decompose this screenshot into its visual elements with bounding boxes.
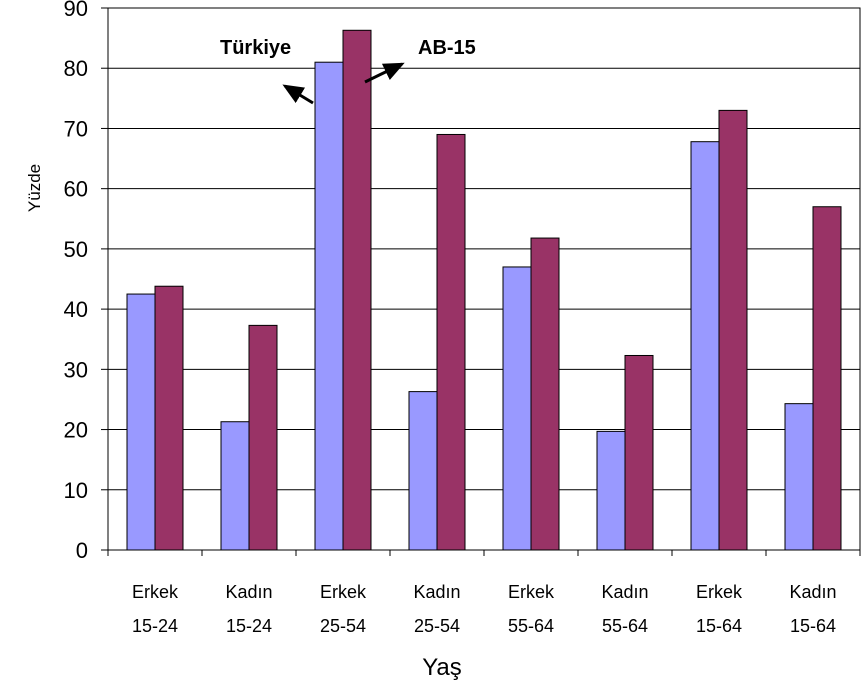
arrow-turkiye — [282, 84, 314, 105]
bars — [126, 29, 842, 551]
y-axis-title: Yüzde — [25, 164, 44, 212]
bar-turkiye — [408, 391, 438, 551]
bar-ab15 — [812, 206, 842, 551]
bar-ab15 — [436, 133, 466, 551]
y-tick-label: 50 — [64, 237, 88, 262]
x-tick-label-line1: Kadın — [225, 582, 272, 602]
x-tick-label-line2: 55-64 — [508, 616, 554, 636]
bar-ab15 — [154, 285, 184, 551]
bar-ab15 — [342, 29, 372, 551]
series-label-ab15: AB-15 — [418, 37, 476, 59]
bar-ab15 — [530, 237, 560, 551]
x-tick-label-line2: 25-54 — [414, 616, 460, 636]
bar-ab15 — [718, 109, 748, 551]
bar-turkiye — [502, 266, 532, 551]
bar-ab15 — [248, 324, 278, 551]
bar-ab15 — [624, 354, 654, 551]
bar-turkiye — [314, 61, 344, 551]
y-tick-label: 80 — [64, 56, 88, 81]
x-tick-label-line2: 15-64 — [696, 616, 742, 636]
x-tick-label-line1: Erkek — [320, 582, 367, 602]
x-tick-label-line2: 15-24 — [226, 616, 272, 636]
y-tick-label: 10 — [64, 478, 88, 503]
x-tick-label-line1: Erkek — [696, 582, 743, 602]
y-tick-label: 30 — [64, 357, 88, 382]
x-axis-title: Yaş — [422, 654, 462, 681]
y-tick-label: 0 — [76, 538, 88, 563]
y-tick-label: 70 — [64, 116, 88, 141]
y-tick-label: 40 — [64, 297, 88, 322]
y-tick-label: 60 — [64, 177, 88, 202]
bar-turkiye — [784, 403, 814, 551]
x-tick-label-line2: 25-54 — [320, 616, 366, 636]
x-tick-label-line1: Kadın — [789, 582, 836, 602]
bar-turkiye — [596, 430, 626, 551]
y-tick-label: 90 — [64, 0, 88, 21]
axes — [101, 7, 861, 556]
x-tick-label-line1: Erkek — [132, 582, 179, 602]
bar-turkiye — [690, 141, 720, 551]
arrow-ab15 — [364, 62, 405, 84]
bar-turkiye — [126, 293, 156, 551]
y-tick-label: 20 — [64, 418, 88, 443]
x-tick-label-line1: Kadın — [601, 582, 648, 602]
bar-turkiye — [220, 421, 250, 551]
x-tick-label-line2: 15-64 — [790, 616, 836, 636]
x-tick-label-line2: 15-24 — [132, 616, 178, 636]
series-label-turkiye: Türkiye — [220, 37, 291, 59]
x-tick-label-line1: Kadın — [413, 582, 460, 602]
x-tick-label-line2: 55-64 — [602, 616, 648, 636]
y-tick-labels: 0 10 20 30 40 50 60 70 80 90 — [64, 0, 88, 563]
x-tick-labels: Erkek 15-24 Kadın 15-24 Erkek 25-54 Kadın 25-54… — [132, 582, 837, 636]
x-tick-label-line1: Erkek — [508, 582, 555, 602]
